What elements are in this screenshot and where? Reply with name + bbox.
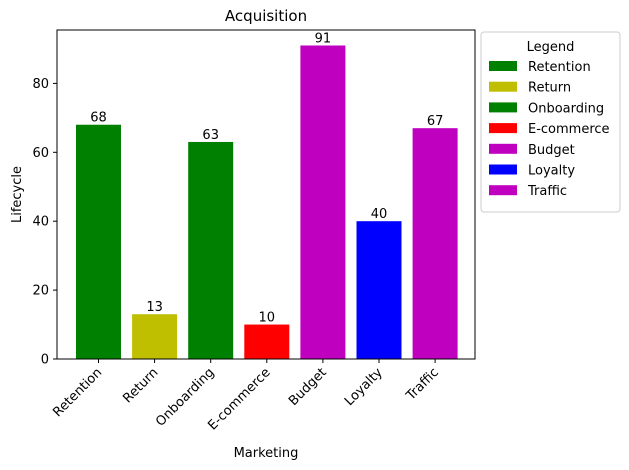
chart-title: Acquisition (225, 7, 307, 25)
legend-swatch (489, 102, 517, 113)
legend-entry: Return (528, 81, 571, 96)
bar-retention (76, 124, 121, 359)
legend-entry: Budget (528, 143, 575, 158)
data-label-retention: 68 (90, 111, 107, 126)
y-tick-label: 40 (32, 215, 49, 230)
legend-entry: E-commerce (528, 122, 610, 137)
legend-entry: Traffic (527, 184, 567, 199)
legend-entry: Retention (528, 60, 591, 75)
bar-e-commerce (244, 324, 290, 359)
bar-traffic (412, 128, 458, 359)
x-tick-label: Budget (286, 365, 330, 409)
legend-title: Legend (527, 40, 575, 55)
x-tick-label: Return (120, 365, 161, 406)
data-label-onboarding: 63 (202, 128, 219, 143)
x-tick-label: Retention (50, 365, 105, 420)
bar-onboarding (188, 141, 234, 359)
y-axis-title: Lifecycle (10, 166, 25, 223)
data-label-budget: 91 (315, 32, 332, 47)
legend-entry: Loyalty (528, 164, 575, 179)
legend-entry: Onboarding (528, 101, 604, 116)
plot-frame (56, 29, 476, 360)
data-label-e-commerce: 10 (259, 311, 276, 326)
bar-budget (300, 45, 346, 359)
y-tick-label: 80 (32, 77, 49, 92)
x-tick-label: Loyalty (342, 365, 386, 409)
y-axis: 0 20 40 60 80 (32, 77, 57, 368)
y-tick-label: 0 (41, 353, 49, 368)
legend-swatch (489, 81, 517, 92)
legend-swatch (489, 143, 517, 154)
data-label-traffic: 67 (427, 114, 444, 129)
y-tick-label: 20 (32, 284, 49, 299)
legend-swatch (489, 164, 517, 175)
legend-swatch (489, 61, 517, 71)
bar-return (132, 314, 178, 359)
legend: Legend Retention Return Onboarding E-commerc… (480, 31, 621, 213)
legend-swatch (489, 185, 517, 196)
bars-group: 68 13 63 10 91 40 67 (76, 32, 458, 359)
x-axis-title: Marketing (234, 446, 299, 461)
legend-swatch (489, 123, 517, 134)
x-tick-label: Traffic (403, 365, 442, 404)
bar-loyalty (356, 221, 402, 359)
data-label-return: 13 (146, 300, 163, 315)
data-label-loyalty: 40 (371, 207, 388, 222)
y-tick-label: 60 (32, 146, 49, 161)
